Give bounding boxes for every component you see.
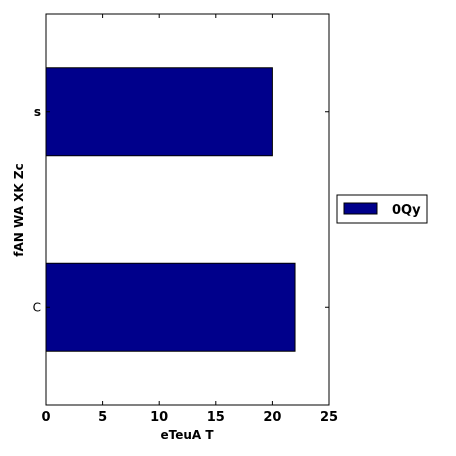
legend: 0Qy bbox=[337, 195, 427, 223]
y-tick-label: C bbox=[33, 300, 41, 314]
bar-C bbox=[46, 263, 295, 351]
x-tick-label: 20 bbox=[263, 410, 281, 425]
x-tick-label: 0 bbox=[41, 410, 50, 425]
y-tick-label: s bbox=[34, 105, 41, 119]
legend-label: 0Qy bbox=[392, 203, 421, 218]
x-axis-title: eTeuA T bbox=[160, 428, 214, 442]
x-tick-label: 10 bbox=[150, 410, 168, 425]
x-tick-label: 15 bbox=[207, 410, 225, 425]
legend-swatch bbox=[344, 203, 377, 214]
bar-s bbox=[46, 68, 272, 156]
x-tick-label: 25 bbox=[320, 410, 338, 425]
y-axis-title: fAN WA XK Zc bbox=[12, 163, 26, 256]
x-tick-label: 5 bbox=[98, 410, 107, 425]
